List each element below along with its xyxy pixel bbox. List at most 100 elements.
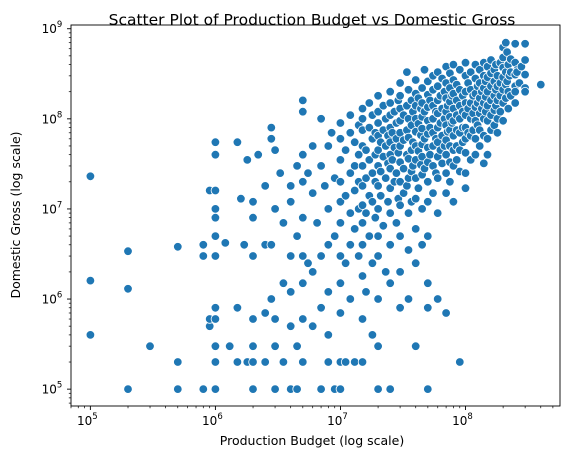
data-point	[367, 330, 378, 340]
data-point	[357, 357, 368, 367]
data-point	[428, 188, 438, 198]
data-point	[367, 258, 378, 268]
data-point	[236, 193, 246, 204]
data-point	[345, 294, 356, 304]
plot-area	[70, 24, 561, 407]
data-point	[361, 208, 371, 218]
chart-title: Scatter Plot of Production Budget vs Dom…	[109, 11, 516, 29]
y-tick-label: 105	[42, 381, 63, 397]
data-point	[357, 103, 368, 114]
data-point	[345, 208, 356, 218]
data-point	[335, 155, 346, 165]
data-point	[411, 193, 421, 204]
data-point	[433, 294, 443, 304]
data-point	[350, 224, 360, 234]
data-point	[378, 221, 389, 231]
data-point	[210, 231, 221, 241]
data-point	[387, 155, 398, 165]
data-point	[239, 240, 249, 250]
data-point	[373, 384, 383, 394]
data-point	[335, 278, 346, 288]
data-point	[286, 251, 296, 261]
data-point	[316, 114, 326, 124]
data-point	[445, 177, 455, 187]
data-point	[248, 384, 258, 394]
data-point	[492, 128, 503, 138]
data-point	[357, 181, 368, 191]
data-point	[85, 171, 96, 182]
data-point	[350, 357, 360, 367]
data-point	[385, 278, 395, 288]
data-point	[278, 278, 289, 288]
data-point	[210, 185, 221, 196]
data-point	[495, 106, 506, 117]
data-point	[403, 245, 414, 255]
data-point	[224, 341, 235, 351]
data-point	[373, 91, 383, 101]
data-point	[248, 314, 258, 324]
data-point	[323, 141, 334, 151]
data-point	[173, 357, 183, 367]
data-point	[411, 224, 421, 234]
data-point	[373, 341, 383, 351]
data-point	[373, 294, 383, 304]
data-point	[323, 287, 334, 297]
x-tick-label: 105	[77, 412, 98, 428]
data-point	[357, 271, 368, 281]
data-point	[423, 197, 433, 207]
data-point	[242, 155, 253, 165]
data-point	[452, 155, 462, 165]
data-point	[312, 218, 322, 228]
data-point	[520, 39, 530, 49]
data-point	[395, 91, 405, 101]
data-point	[248, 357, 258, 367]
data-point	[423, 278, 433, 288]
data-point	[298, 177, 308, 187]
data-point	[340, 357, 351, 367]
data-point	[335, 177, 346, 187]
data-point	[298, 357, 308, 367]
data-point	[448, 59, 459, 70]
data-point	[357, 314, 368, 324]
data-point	[123, 246, 133, 256]
data-point	[220, 238, 231, 248]
data-point	[385, 86, 395, 97]
data-point	[482, 149, 493, 160]
data-point	[403, 294, 414, 304]
data-point	[460, 58, 471, 68]
data-point	[441, 188, 451, 198]
data-point	[441, 168, 451, 178]
data-point	[173, 242, 183, 252]
data-point	[367, 168, 378, 178]
data-point	[266, 134, 277, 144]
data-point	[292, 384, 302, 394]
data-point	[373, 181, 383, 191]
data-point	[437, 158, 447, 169]
data-point	[85, 275, 96, 286]
data-point	[411, 75, 421, 85]
data-point	[145, 341, 155, 351]
data-point	[320, 181, 330, 191]
data-point	[470, 149, 481, 160]
data-point	[470, 134, 481, 144]
data-point	[441, 308, 451, 318]
x-tick-label: 106	[202, 412, 223, 428]
data-point	[364, 98, 375, 108]
data-point	[316, 161, 326, 171]
data-point	[335, 384, 346, 394]
data-point	[345, 168, 356, 178]
data-point	[373, 106, 383, 117]
data-point	[210, 251, 221, 261]
data-point	[335, 197, 346, 207]
data-point	[298, 106, 308, 117]
data-point	[210, 149, 221, 160]
data-point	[275, 168, 285, 178]
data-point	[210, 357, 221, 367]
data-point	[232, 357, 243, 367]
data-point	[316, 384, 326, 394]
data-point	[248, 197, 258, 207]
data-point	[376, 166, 386, 177]
x-axis-label: Production Budget (log scale)	[220, 433, 404, 448]
data-point	[395, 177, 405, 187]
